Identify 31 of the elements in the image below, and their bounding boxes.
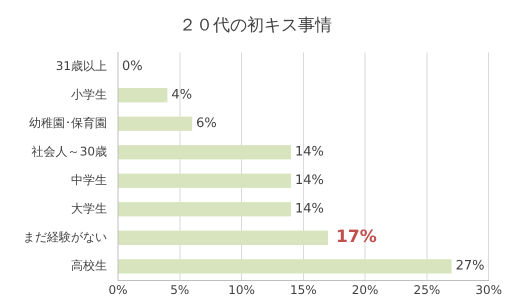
y-tick-label: 高校生 [71,258,107,272]
y-tick-label: 社会人～30歳 [32,144,107,158]
annotation: 17% [336,227,377,248]
data-label: 14% [294,202,324,217]
bar [118,230,328,245]
y-tick-label: 中学生 [71,172,107,187]
data-label: 14% [294,144,324,160]
x-tick-label: 0% [108,282,128,297]
x-tick-label: 15% [290,282,317,297]
y-tick-label: まだ経験がない [23,230,107,244]
y-tick-label: 大学生 [71,201,107,216]
chart-title: ２０代の初キス事情 [179,16,332,36]
bar [118,88,168,102]
data-label: 4% [171,88,192,103]
bar [118,259,452,274]
bar [118,202,291,216]
bar [118,116,192,131]
x-tick-label: 5% [170,282,190,297]
bar [118,174,291,188]
y-tick-label: 幼稚園･保育園 [29,116,107,130]
y-tick-label: 31歳以上 [56,58,107,73]
x-tick-label: 20% [352,282,378,297]
x-tick-label: 10% [228,282,255,297]
bar [118,145,291,160]
x-tick-label: 30% [475,282,502,297]
data-label: 27% [456,258,485,274]
data-label: 0% [122,59,143,74]
data-label: 6% [196,116,217,132]
x-tick-label: 25% [414,282,440,297]
data-label: 14% [294,173,324,188]
y-tick-label: 小学生 [71,87,107,102]
